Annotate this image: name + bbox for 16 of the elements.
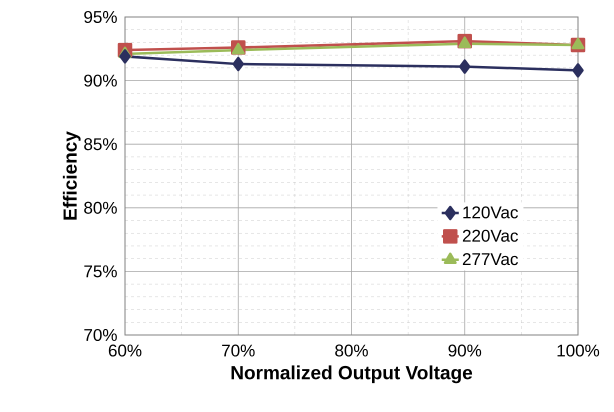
legend-label: 220Vac xyxy=(462,230,518,242)
y-tick-label: 70% xyxy=(84,328,117,342)
y-tick-label: 85% xyxy=(84,138,117,150)
y-tick-label: 75% xyxy=(84,265,117,278)
legend-label: 120Vac xyxy=(463,206,518,218)
legend-label: 277Vac xyxy=(462,253,518,266)
x-axis-title: Normalized Output Voltage xyxy=(232,365,472,384)
x-tick-label: 100% xyxy=(558,344,600,357)
y-tick-label: 95% xyxy=(84,10,117,24)
y-axis-title: Efficiency xyxy=(62,131,81,220)
y-tick-label: 80% xyxy=(84,202,117,214)
x-tick-label: 90% xyxy=(448,344,482,357)
y-tick-label: 90% xyxy=(84,74,117,87)
x-tick-label: 60% xyxy=(108,344,142,357)
x-tick-label: 80% xyxy=(335,344,368,357)
x-tick-label: 70% xyxy=(222,344,255,357)
